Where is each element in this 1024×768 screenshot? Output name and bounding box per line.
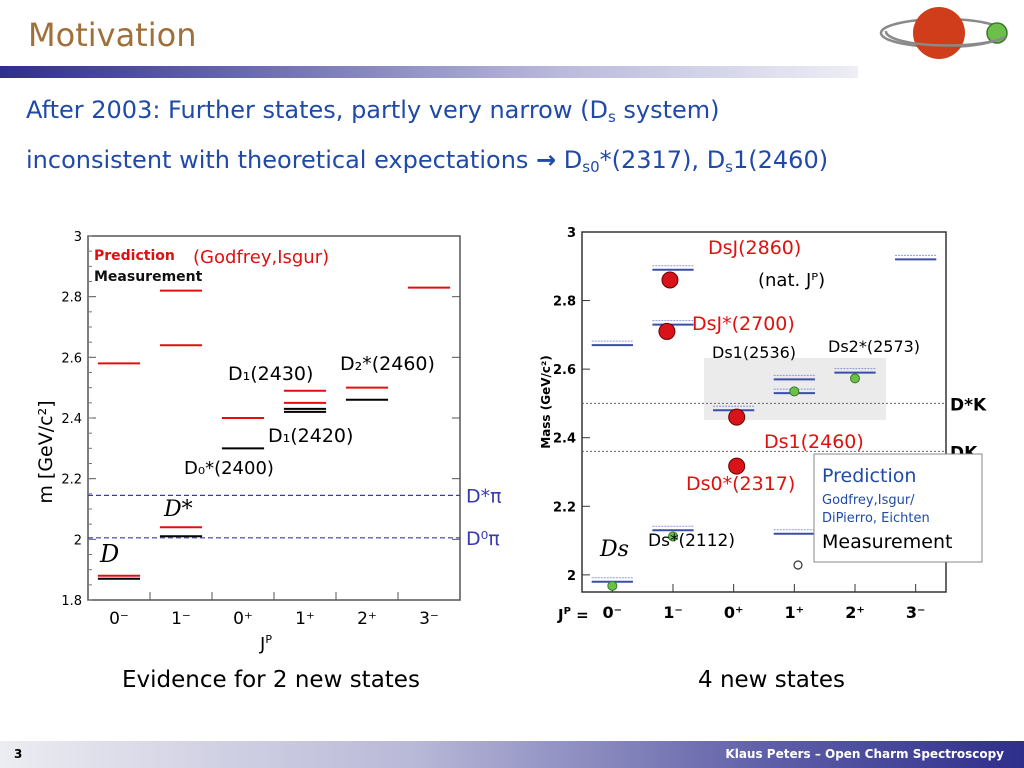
left-ann-d: D [99,540,119,568]
left-ytick-label-4: 2.6 [61,351,82,366]
left-y-axis-label: m [GeV/c²] [35,400,57,503]
line2-sub1: s0 [582,158,600,176]
right-new-state-0 [661,271,679,289]
right-new-state-2 [728,408,746,426]
left-ytick-label-6: 3 [74,230,82,245]
header-bar [0,66,858,78]
right-ann-dsj2700: DsJ*(2700) [692,313,795,335]
right-ann-ds1-2460: Ds1(2460) [764,431,864,453]
left-ann-d1-2420: D₁(2420) [268,425,353,447]
left-ytick-label-1: 2 [74,533,82,548]
page-number: 3 [14,747,23,761]
line1-pre: After 2003: Further states, partly very … [26,96,608,124]
left-ytick-label-5: 2.8 [61,291,82,306]
left-xtick-label-1: 1⁻ [171,609,191,629]
left-x-label-sup: P [265,633,272,646]
left-legend-measurement: Measurement [94,269,203,285]
right-legend-authors1: Godfrey,Isgur/ [822,493,915,508]
line2-post: 1(2460) [733,146,829,174]
right-ytick-label-5: 3 [567,226,576,241]
right-legend-authors2: DiPierro, Eichten [822,511,930,526]
left-ann-dstar: D* [163,497,193,522]
arrow-right-icon: → [536,146,557,174]
right-ytick-label-4: 2.8 [553,295,576,310]
left-xtick-label-2: 0⁺ [233,609,253,629]
right-chart: 22.22.42.62.83 0⁻ 1⁻ 0⁺ 1⁺ 2⁺ 3⁻ D*KDK Mass (… [539,226,987,624]
footer-text: Klaus Peters – Open Charm Spectroscopy [725,747,1004,761]
left-x-axis-label: JP [259,633,272,655]
right-legend-box: Prediction Godfrey,Isgur/ DiPierro, Eich… [813,453,983,563]
left-threshold-label-1: D⁰π [466,528,500,550]
left-ytick-label-2: 2.2 [61,473,82,488]
line2-pre: inconsistent with theoretical expectatio… [26,146,537,174]
right-chart-frame [581,231,947,593]
right-xtick-label-0: 0⁻ [603,603,623,622]
right-ann-ds1-2536: Ds1(2536) [712,343,796,362]
right-ann-dsj2860: DsJ(2860) [708,237,801,259]
right-open-marker [793,560,803,570]
right-ytick-label-3: 2.6 [553,363,576,378]
line2-d1: D [556,146,583,174]
right-ytick-label-2: 2.4 [553,432,576,447]
right-y-axis-label: Mass (GeV/c²) [539,355,553,449]
right-ann-ds: Ds [599,537,629,562]
line2-mid: *(2317), D [599,146,726,174]
right-ann-natjp: (nat. Jᴾ) [758,270,825,291]
slide-title: Motivation [28,16,197,54]
left-xtick-label-4: 2⁺ [357,609,377,629]
right-new-state-1 [658,322,676,340]
right-ann-ds0-2317: Ds0*(2317) [686,473,795,495]
right-measurement-point-2 [789,386,800,397]
text-line-1: After 2003: Further states, partly very … [26,96,720,126]
left-ann-d1-2430: D₁(2430) [228,363,313,385]
line1-post: system) [615,96,720,124]
text-line-2: inconsistent with theoretical expectatio… [26,146,828,176]
right-xtick-label-4: 2⁺ [845,603,865,622]
left-ann-d2star2460: D₂*(2460) [340,353,435,375]
right-threshold-label-0: D*K [950,395,987,415]
left-threshold-label-0: D*π [466,485,502,507]
left-xtick-label-0: 0⁻ [109,609,129,629]
right-measurement-point-1 [668,531,678,542]
planet-logo-icon [879,7,1008,59]
right-xtick-label-5: 3⁻ [906,603,926,622]
right-ytick-label-1: 2.2 [553,500,576,515]
right-new-state-3 [728,457,746,475]
left-x-label-main: J [259,634,265,655]
caption-left: Evidence for 2 new states [122,667,420,693]
right-legend-prediction: Prediction [822,465,916,487]
right-measurement-point-3 [850,373,860,384]
caption-right: 4 new states [698,667,846,693]
line2-sub2: s [725,158,733,176]
left-ytick-label-0: 1.8 [61,594,82,609]
right-legend-measurement: Measurement [822,531,952,553]
right-xtick-label-2: 0⁺ [724,603,744,622]
line1-sub: s [607,108,616,126]
right-measurement-point-0 [607,580,618,591]
left-chart: 1.8 2 2.2 2.4 2.6 2.8 3 0⁻ 1⁻ 0⁺ 1⁺ 2⁺ 3⁻ D*π D⁰π m … [35,230,502,655]
left-ytick-label-3: 2.4 [61,412,82,427]
left-xtick-label-3: 1⁺ [295,609,315,629]
left-ann-d0star2400: D₀*(2400) [184,458,274,479]
right-xtick-label-1: 1⁻ [663,603,683,622]
right-xtick-label-3: 1⁺ [785,603,805,622]
right-x-axis-label: JP = [557,606,589,624]
footer-bar [0,741,1024,768]
left-xtick-label-5: 3⁻ [419,609,439,629]
right-ann-dsstar2112: Ds*(2112) [648,531,735,551]
left-legend-cite: (Godfrey,Isgur) [193,247,329,268]
left-chart-frame [87,235,461,601]
right-ytick-label-0: 2 [567,569,576,584]
right-ann-ds2-2573: Ds2*(2573) [828,337,920,356]
logo [878,4,1018,66]
left-legend-prediction: Prediction [94,248,175,264]
